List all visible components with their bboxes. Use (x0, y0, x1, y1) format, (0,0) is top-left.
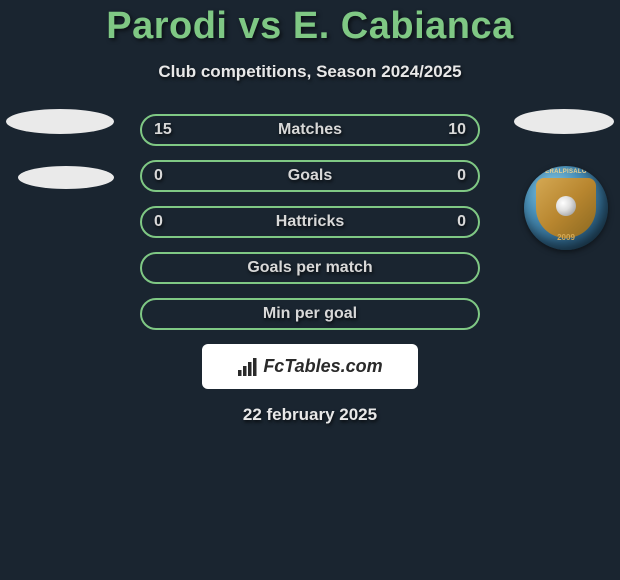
stat-row-hattricks: 0 Hattricks 0 (140, 206, 480, 238)
club-shield-icon: ERALPISALO 2009 (524, 166, 608, 250)
stat-right-value: 0 (441, 167, 466, 185)
stat-left-value: 0 (154, 167, 179, 185)
right-player-badges: ERALPISALO 2009 (510, 109, 614, 250)
stat-row-min-per-goal: Min per goal (140, 298, 480, 330)
stat-label: Min per goal (263, 305, 357, 323)
content-area: ERALPISALO 2009 15 Matches 10 0 Goals 0 … (0, 114, 620, 425)
date-text: 22 february 2025 (0, 405, 620, 425)
stat-right-value: 10 (441, 121, 466, 139)
logo-text: FcTables.com (237, 356, 382, 377)
main-container: Parodi vs E. Cabianca Club competitions,… (0, 0, 620, 425)
subtitle: Club competitions, Season 2024/2025 (0, 62, 620, 82)
soccer-ball-icon (556, 196, 576, 216)
stat-rows: 15 Matches 10 0 Goals 0 0 Hattricks 0 Go… (140, 114, 480, 330)
stat-label: Hattricks (276, 213, 344, 231)
stat-row-matches: 15 Matches 10 (140, 114, 480, 146)
stat-label: Goals (288, 167, 332, 185)
left-badge-2 (18, 166, 114, 189)
shield-top-text: ERALPISALO (524, 169, 608, 175)
stat-right-value: 0 (441, 213, 466, 231)
stat-label: Matches (278, 121, 342, 139)
stat-row-goals: 0 Goals 0 (140, 160, 480, 192)
logo-box[interactable]: FcTables.com (202, 344, 418, 389)
stat-left-value: 15 (154, 121, 179, 139)
right-badge-1 (514, 109, 614, 134)
stat-left-value: 0 (154, 213, 179, 231)
logo-label: FcTables.com (263, 356, 382, 377)
page-title: Parodi vs E. Cabianca (0, 5, 620, 48)
shield-year: 2009 (524, 233, 608, 242)
bar-chart-icon (237, 357, 259, 377)
left-player-badges (6, 109, 114, 221)
stat-label: Goals per match (247, 259, 372, 277)
stat-row-goals-per-match: Goals per match (140, 252, 480, 284)
left-badge-1 (6, 109, 114, 134)
